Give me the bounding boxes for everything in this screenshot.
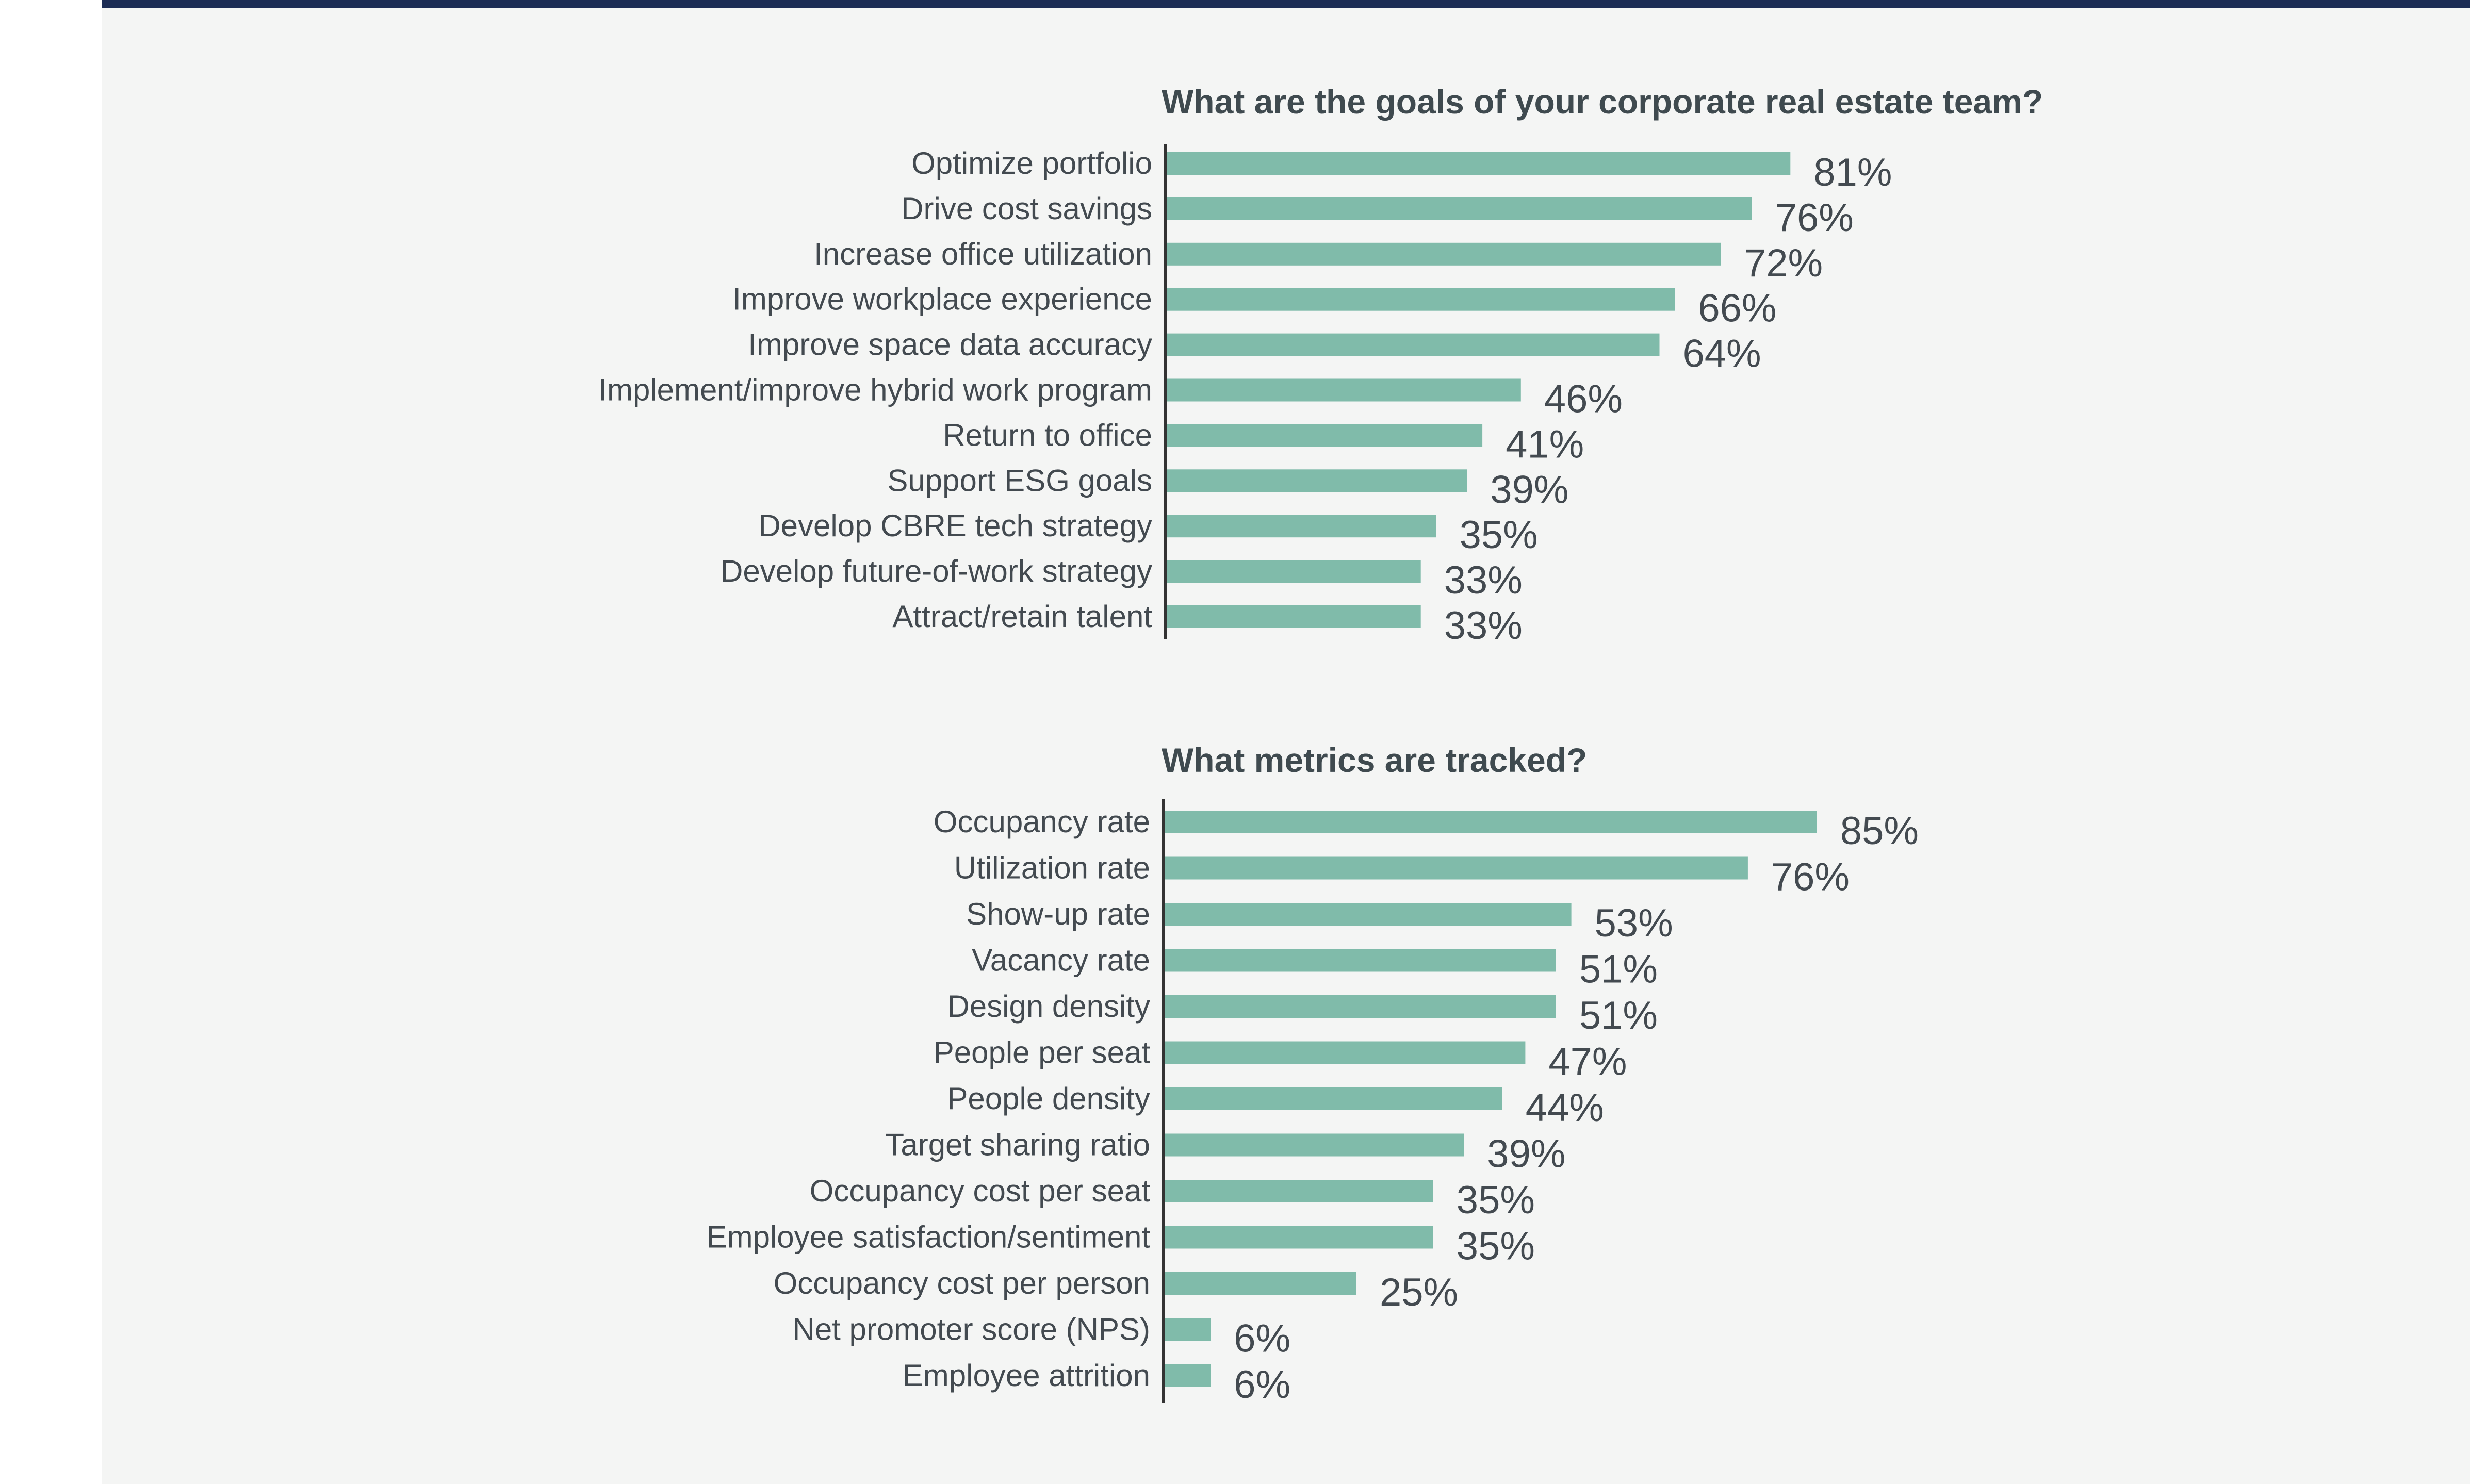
goals-value-label: 46% xyxy=(1544,377,1623,421)
goals-category-label: Attract/retain talent xyxy=(892,599,1152,634)
goals-bar xyxy=(1167,333,1660,356)
goals-value-label: 81% xyxy=(1813,151,1892,194)
goals-bar xyxy=(1167,152,1791,175)
metrics-value-label: 39% xyxy=(1487,1132,1565,1176)
metrics-bar xyxy=(1165,949,1556,972)
metrics-bar xyxy=(1165,811,1817,833)
metrics-bar xyxy=(1165,1041,1526,1064)
goals-bar xyxy=(1167,605,1421,628)
metrics-value-label: 53% xyxy=(1595,901,1673,945)
metrics-bar xyxy=(1165,1226,1433,1249)
goals-bar xyxy=(1167,242,1721,266)
metrics-value-label: 51% xyxy=(1579,994,1658,1037)
metrics-category-label: Utilization rate xyxy=(954,851,1150,885)
metrics-category-label: Design density xyxy=(947,989,1150,1024)
goals-value-label: 41% xyxy=(1506,422,1584,466)
goals-value-label: 33% xyxy=(1444,558,1523,602)
goals-value-label: 76% xyxy=(1775,196,1854,240)
goals-value-label: 35% xyxy=(1460,513,1538,557)
metrics-value-label: 35% xyxy=(1457,1178,1535,1222)
goals-value-label: 66% xyxy=(1698,287,1776,331)
goals-chart: What are the goals of your corporate rea… xyxy=(598,83,2043,648)
metrics-value-label: 6% xyxy=(1234,1317,1290,1361)
metrics-category-label: Employee attrition xyxy=(903,1358,1150,1393)
metrics-chart: What metrics are tracked? Occupancy rate… xyxy=(707,741,1919,1407)
metrics-value-label: 44% xyxy=(1526,1086,1604,1130)
goals-value-label: 39% xyxy=(1490,468,1568,512)
goals-chart-title: What are the goals of your corporate rea… xyxy=(1162,83,2043,121)
goals-category-label: Develop CBRE tech strategy xyxy=(758,508,1152,543)
metrics-category-label: Employee satisfaction/sentiment xyxy=(707,1220,1151,1255)
goals-bar xyxy=(1167,378,1521,402)
goals-category-label: Implement/improve hybrid work program xyxy=(598,373,1152,407)
goals-bar xyxy=(1167,288,1675,311)
goals-value-label: 72% xyxy=(1744,241,1823,285)
goals-value-label: 64% xyxy=(1683,332,1761,376)
metrics-bar xyxy=(1165,1180,1433,1202)
goals-category-label: Increase office utilization xyxy=(814,237,1152,271)
metrics-value-label: 76% xyxy=(1771,855,1850,899)
metrics-bar xyxy=(1165,1133,1464,1157)
metrics-bar xyxy=(1165,995,1556,1018)
metrics-bar xyxy=(1165,903,1572,926)
metrics-value-label: 6% xyxy=(1234,1363,1290,1407)
metrics-category-label: Occupancy cost per seat xyxy=(810,1174,1151,1208)
metrics-category-label: Occupancy rate xyxy=(934,804,1150,839)
top-rule xyxy=(102,0,2470,8)
goals-bars: Optimize portfolio 81% Drive cost savings 7… xyxy=(598,146,1892,648)
metrics-chart-title: What metrics are tracked? xyxy=(1162,741,1587,779)
metrics-category-label: Target sharing ratio xyxy=(885,1128,1150,1162)
goals-bar xyxy=(1167,560,1421,583)
goals-category-label: Improve space data accuracy xyxy=(748,327,1152,362)
goals-bar xyxy=(1167,469,1467,492)
metrics-value-label: 47% xyxy=(1548,1040,1627,1084)
metrics-category-label: People density xyxy=(947,1081,1150,1116)
goals-category-label: Improve workplace experience xyxy=(732,282,1152,317)
metrics-category-label: People per seat xyxy=(934,1035,1151,1070)
metrics-bar xyxy=(1165,856,1748,880)
goals-category-label: Develop future-of-work strategy xyxy=(721,554,1152,588)
metrics-value-label: 51% xyxy=(1579,948,1658,992)
goals-category-label: Drive cost savings xyxy=(901,191,1152,226)
metrics-value-label: 85% xyxy=(1840,809,1919,853)
metrics-category-label: Show-up rate xyxy=(966,897,1150,931)
metrics-bar xyxy=(1165,1364,1211,1387)
goals-bar xyxy=(1167,424,1483,447)
goals-category-label: Optimize portfolio xyxy=(911,146,1152,180)
metrics-value-label: 35% xyxy=(1457,1225,1535,1268)
metrics-category-label: Vacancy rate xyxy=(972,943,1150,978)
metrics-bar xyxy=(1165,1318,1211,1341)
metrics-bar xyxy=(1165,1087,1502,1110)
metrics-bar xyxy=(1165,1272,1356,1295)
goals-value-label: 33% xyxy=(1444,604,1523,648)
metrics-value-label: 25% xyxy=(1380,1271,1458,1314)
goals-category-label: Return to office xyxy=(943,418,1152,452)
metrics-category-label: Net promoter score (NPS) xyxy=(792,1312,1150,1347)
goals-bar xyxy=(1167,515,1436,538)
goals-category-label: Support ESG goals xyxy=(887,463,1152,498)
metrics-category-label: Occupancy cost per person xyxy=(774,1266,1150,1300)
goals-bar xyxy=(1167,197,1752,220)
metrics-bars: Occupancy rate 85% Utilization rate 76% Show… xyxy=(707,804,1919,1407)
